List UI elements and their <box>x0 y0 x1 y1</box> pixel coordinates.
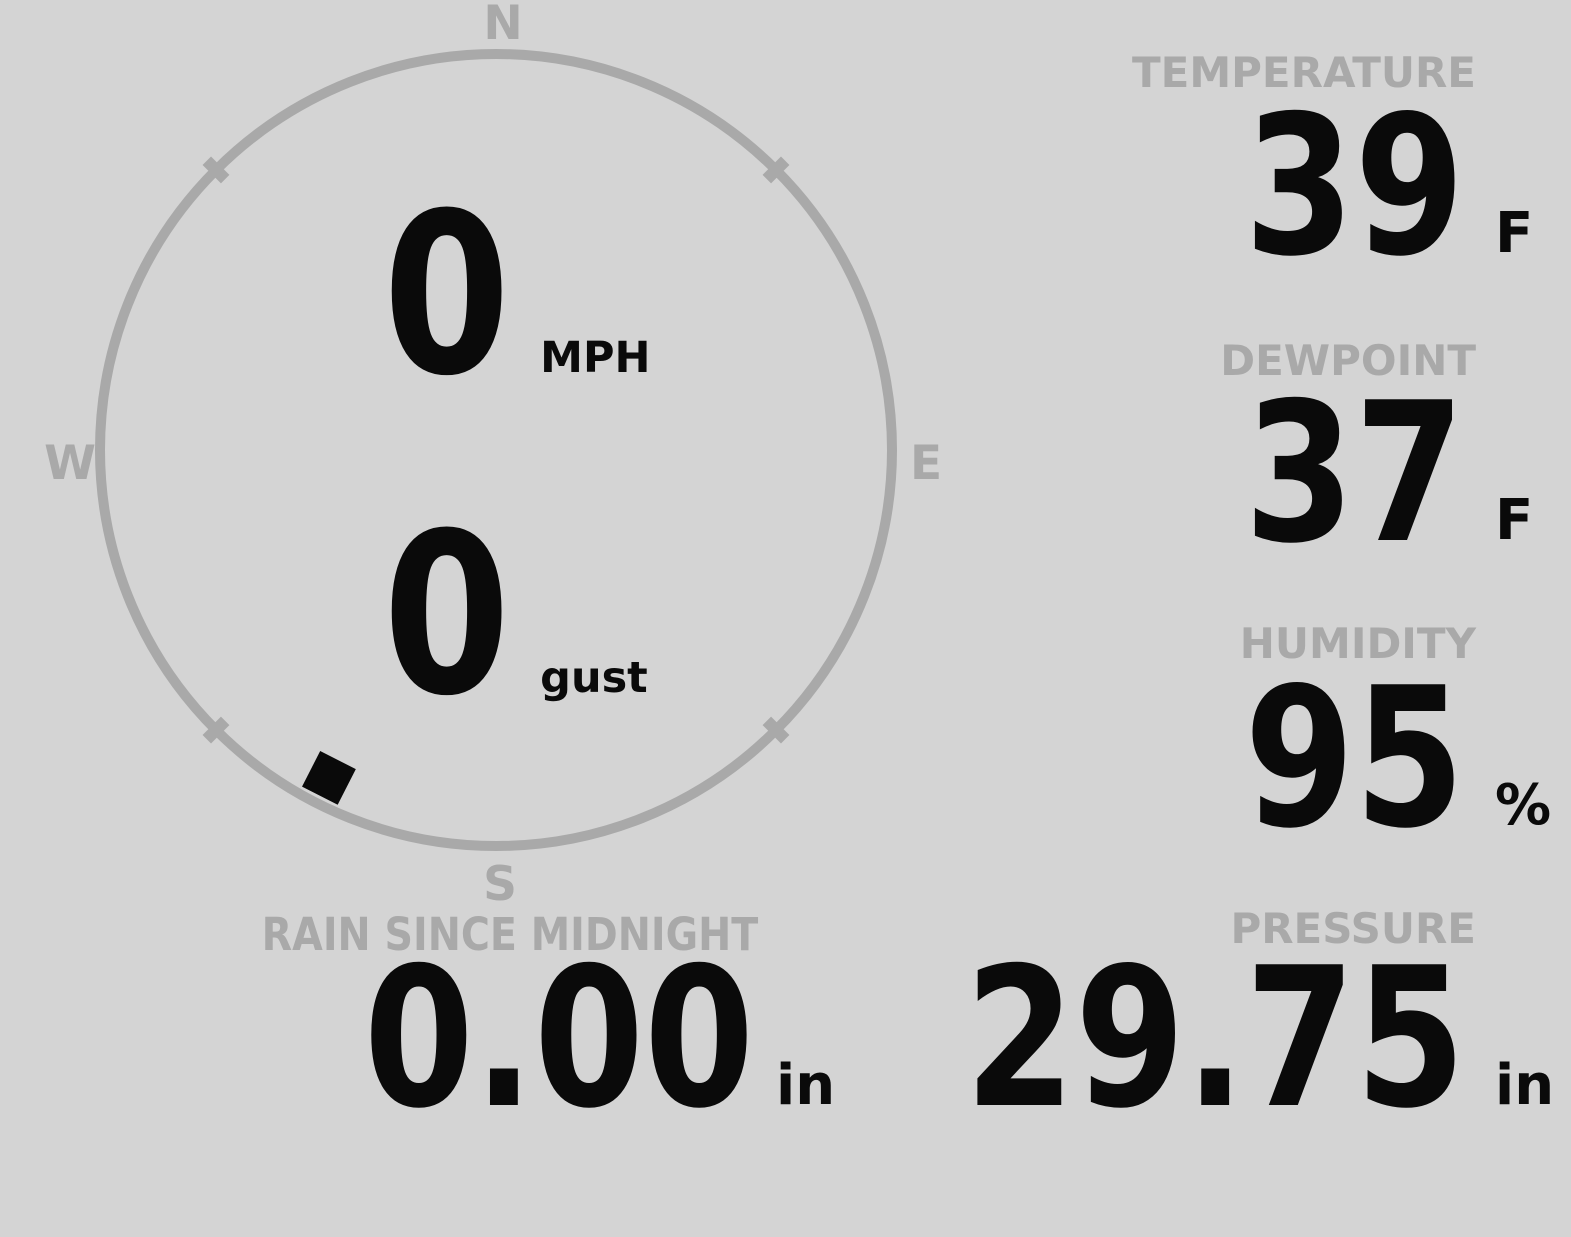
humidity-unit-label: % <box>1495 773 1552 838</box>
wind-gust-unit-label: gust <box>540 653 648 703</box>
cardinal-north-label: N <box>483 0 523 51</box>
wind-speed-readout: 0 MPH <box>383 184 650 407</box>
dewpoint-value: 37 <box>1244 361 1465 586</box>
cardinal-south-label: S <box>483 857 517 912</box>
rain-unit-label: in <box>776 1053 836 1118</box>
pressure-label: PRESSURE <box>1230 904 1476 953</box>
humidity-label: HUMIDITY <box>1239 619 1476 668</box>
cardinal-east-label: E <box>909 436 943 491</box>
pressure-value: 29.75 <box>964 926 1465 1151</box>
temperature-value: 39 <box>1244 74 1465 299</box>
dewpoint-unit-label: F <box>1495 488 1534 553</box>
wind-speed-unit-label: MPH <box>540 333 651 383</box>
temperature-unit-label: F <box>1495 201 1534 266</box>
pressure-unit-label: in <box>1495 1053 1555 1118</box>
cardinal-west-label: W <box>44 436 96 491</box>
wind-speed-value: 0 <box>383 165 511 425</box>
compass-circle <box>95 49 897 851</box>
wind-gust-value: 0 <box>383 485 511 745</box>
rain-since-midnight-value: 0.00 <box>363 926 754 1151</box>
wind-gust-readout: 0 gust <box>383 504 648 727</box>
rain-since-midnight-label: RAIN SINCE MIDNIGHT <box>261 908 759 961</box>
humidity-value: 95 <box>1244 646 1465 871</box>
dewpoint-label: DEWPOINT <box>1220 336 1476 385</box>
temperature-label: TEMPERATURE <box>1132 48 1476 97</box>
